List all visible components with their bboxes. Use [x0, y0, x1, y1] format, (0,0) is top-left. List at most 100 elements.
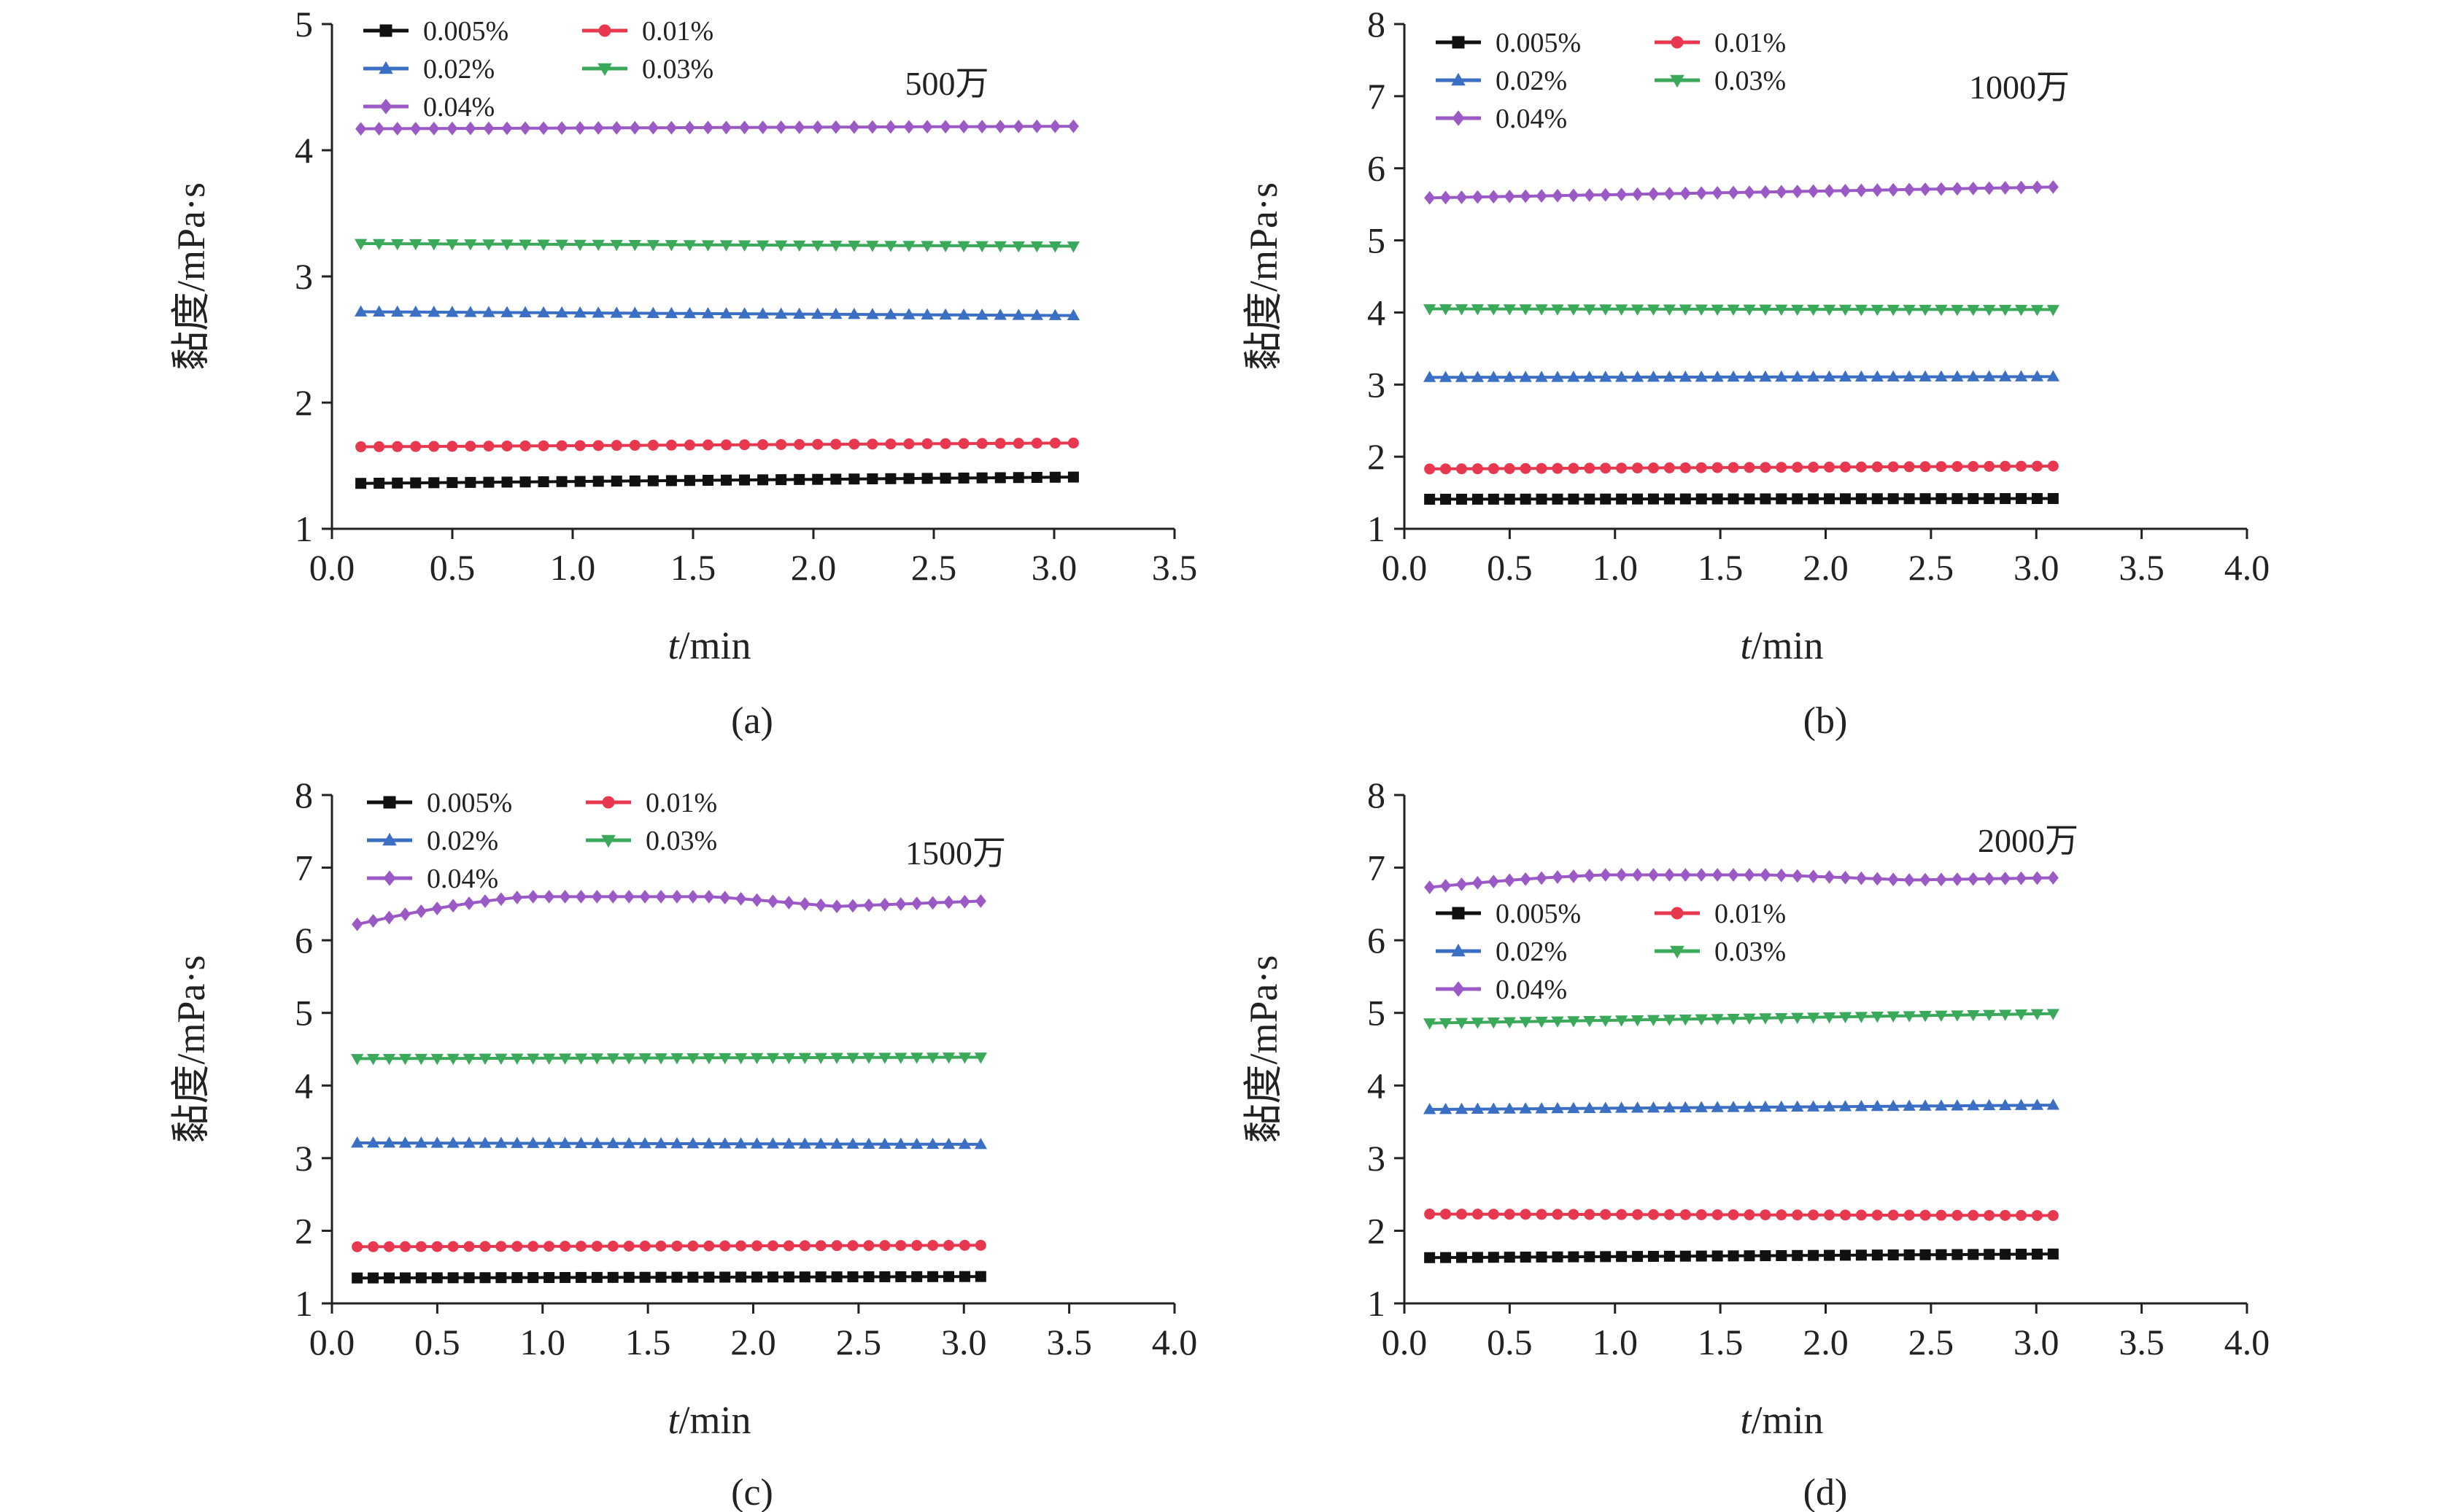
data-point — [355, 122, 367, 136]
data-point — [1998, 370, 2012, 381]
data-point — [1983, 1009, 1996, 1022]
data-point — [629, 120, 641, 135]
data-point — [2030, 1098, 2044, 1110]
y-tick-label: 1 — [295, 508, 313, 549]
data-point — [927, 896, 939, 910]
data-point — [1584, 462, 1595, 474]
y-tick-label: 1 — [1367, 508, 1385, 549]
data-point — [2000, 1209, 2011, 1221]
data-point — [1903, 1011, 1916, 1023]
data-point — [940, 438, 951, 449]
x-tick-label: 2.5 — [1908, 1322, 1954, 1362]
y-tick-label: 7 — [1367, 848, 1385, 888]
data-point — [392, 122, 403, 136]
data-point — [368, 1272, 379, 1284]
data-point — [1599, 1015, 1612, 1028]
legend-label: 0.02% — [1496, 937, 1567, 967]
data-point — [811, 240, 824, 252]
data-point — [814, 1052, 827, 1064]
data-point — [1968, 461, 1979, 473]
data-point — [867, 120, 878, 134]
data-point — [829, 240, 843, 252]
data-point — [1013, 472, 1024, 484]
data-point — [463, 1053, 476, 1066]
data-point — [687, 890, 699, 904]
series-line — [357, 1055, 981, 1061]
data-point — [878, 1137, 891, 1149]
data-point — [1067, 309, 1080, 321]
data-point — [939, 241, 952, 252]
data-point — [543, 890, 555, 904]
data-point — [703, 1052, 716, 1065]
data-point — [1744, 185, 1755, 200]
data-point — [994, 241, 1007, 253]
data-point — [830, 473, 842, 485]
data-point — [1663, 1250, 1675, 1262]
y-axis-title: 黏度/mPa·s — [1242, 955, 1285, 1143]
data-point — [1471, 1252, 1483, 1263]
data-point — [867, 473, 878, 485]
data-point — [1536, 189, 1547, 203]
x-tick-label: 3.0 — [1032, 547, 1078, 588]
data-point — [431, 902, 443, 915]
data-point — [1663, 187, 1675, 201]
data-point — [721, 120, 732, 135]
data-point — [1792, 185, 1803, 198]
data-point — [655, 1271, 667, 1283]
molecular-weight-label: 500万 — [905, 65, 989, 102]
data-point — [1600, 462, 1612, 474]
series-0.01% — [352, 1239, 986, 1252]
data-point — [1632, 493, 1644, 505]
data-point — [465, 441, 476, 452]
data-point — [815, 898, 827, 912]
data-point — [1855, 183, 1867, 198]
data-point — [1743, 1101, 1756, 1112]
data-point — [527, 890, 539, 904]
data-point — [483, 121, 495, 136]
data-point — [1679, 1101, 1692, 1113]
data-point — [2000, 493, 2011, 505]
data-point — [1854, 1012, 1868, 1023]
data-point — [482, 306, 495, 317]
data-point — [1455, 877, 1467, 891]
data-point — [703, 1240, 715, 1252]
data-point — [976, 120, 988, 133]
data-point — [1887, 1099, 1900, 1112]
data-point — [738, 240, 751, 252]
data-point — [1951, 461, 1963, 473]
data-point — [1536, 493, 1547, 505]
data-point — [894, 1137, 908, 1149]
data-point — [1951, 1010, 1964, 1022]
data-point — [1792, 493, 1803, 505]
data-point — [629, 475, 641, 486]
legend-item: 0.02% — [363, 54, 495, 85]
data-point — [1599, 304, 1612, 316]
data-point — [959, 1271, 970, 1282]
data-point — [1487, 304, 1500, 316]
data-point — [1871, 461, 1883, 473]
data-point — [1048, 241, 1061, 253]
data-point — [783, 1271, 794, 1283]
data-point — [482, 239, 495, 251]
data-point — [1854, 370, 1868, 382]
data-point — [591, 1271, 603, 1283]
data-point — [430, 1136, 444, 1148]
legend-marker — [1452, 36, 1465, 49]
data-point — [794, 438, 805, 450]
data-point — [1440, 1209, 1452, 1220]
data-point — [866, 241, 879, 252]
data-point — [1839, 183, 1851, 198]
data-point — [1791, 1100, 1804, 1112]
data-point — [1822, 1012, 1836, 1024]
legend-marker — [601, 834, 616, 848]
data-point — [921, 120, 933, 134]
data-point — [1838, 1100, 1852, 1112]
data-point — [1488, 875, 1499, 888]
data-point — [1743, 370, 1756, 382]
x-tick-label: 2.0 — [1803, 1322, 1849, 1362]
data-point — [465, 476, 476, 488]
data-point — [366, 1054, 380, 1066]
data-point — [574, 121, 586, 135]
data-point — [1487, 371, 1500, 382]
data-point — [428, 305, 441, 317]
